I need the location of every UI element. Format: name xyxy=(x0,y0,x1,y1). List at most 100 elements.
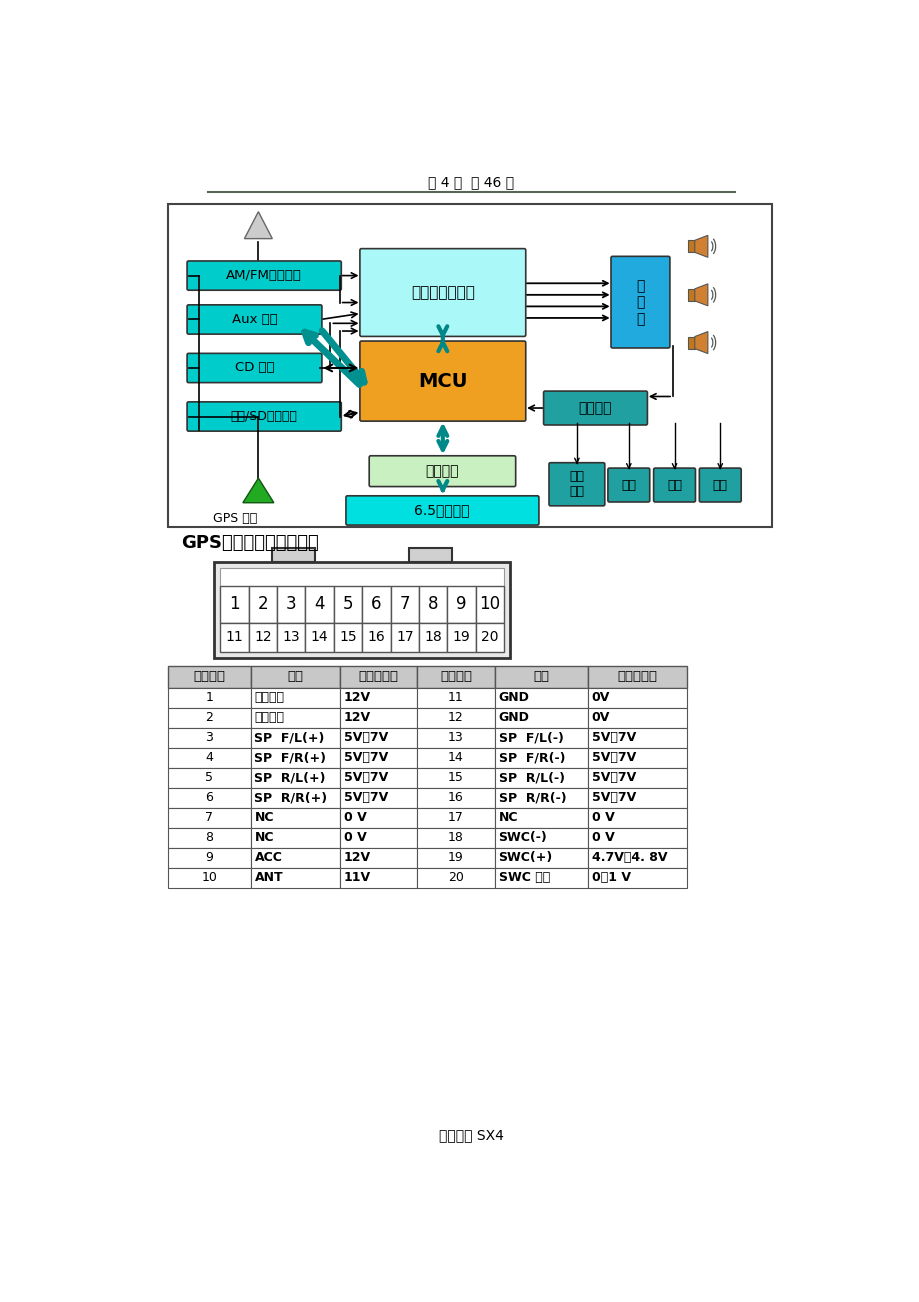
Text: 全新天语 SX4: 全新天语 SX4 xyxy=(438,1129,504,1143)
Text: SP  F/R(+): SP F/R(+) xyxy=(255,751,326,764)
Text: 15: 15 xyxy=(339,630,357,644)
Text: 16: 16 xyxy=(367,630,385,644)
Text: 17: 17 xyxy=(448,811,463,824)
Text: 5V～7V: 5V～7V xyxy=(344,732,388,743)
Bar xyxy=(447,622,475,652)
Bar xyxy=(339,788,417,807)
Text: 电源调整: 电源调整 xyxy=(578,401,611,415)
Text: 照明电源: 照明电源 xyxy=(255,711,284,724)
Bar xyxy=(250,768,339,788)
Text: 0V: 0V xyxy=(591,691,609,704)
Bar xyxy=(214,562,510,659)
FancyBboxPatch shape xyxy=(607,469,649,503)
Bar xyxy=(362,622,391,652)
Text: 2: 2 xyxy=(257,595,268,613)
Bar xyxy=(417,807,494,828)
Bar xyxy=(250,788,339,807)
Text: 14: 14 xyxy=(448,751,463,764)
Text: 11V: 11V xyxy=(344,871,370,884)
Bar xyxy=(339,807,417,828)
Bar xyxy=(417,788,494,807)
Bar xyxy=(167,788,250,807)
FancyBboxPatch shape xyxy=(652,469,695,503)
Bar xyxy=(687,241,694,253)
Bar xyxy=(494,747,587,768)
FancyBboxPatch shape xyxy=(698,469,741,503)
Text: 电池: 电池 xyxy=(712,479,727,492)
FancyBboxPatch shape xyxy=(187,305,322,335)
Bar xyxy=(250,807,339,828)
Bar xyxy=(221,586,248,622)
FancyBboxPatch shape xyxy=(369,456,516,487)
Text: 3: 3 xyxy=(286,595,296,613)
Bar xyxy=(167,707,250,728)
Text: 10: 10 xyxy=(201,871,217,884)
Bar xyxy=(587,768,686,788)
Bar xyxy=(339,867,417,888)
Bar xyxy=(334,622,362,652)
Text: 0V: 0V xyxy=(591,711,609,724)
Polygon shape xyxy=(244,212,272,238)
Text: ACC: ACC xyxy=(255,852,282,865)
Polygon shape xyxy=(694,332,707,354)
FancyBboxPatch shape xyxy=(346,496,539,525)
Polygon shape xyxy=(243,478,274,503)
Text: 3: 3 xyxy=(205,732,213,743)
Bar xyxy=(167,768,250,788)
Text: 端子号码: 端子号码 xyxy=(439,671,471,684)
Text: NC: NC xyxy=(498,811,517,824)
Bar xyxy=(494,848,587,867)
Bar xyxy=(167,807,250,828)
Bar xyxy=(250,667,339,687)
FancyBboxPatch shape xyxy=(187,260,341,290)
Text: 11: 11 xyxy=(225,630,244,644)
Text: 18: 18 xyxy=(424,630,441,644)
Bar xyxy=(334,586,362,622)
Bar xyxy=(494,828,587,848)
Text: SP  R/L(-): SP R/L(-) xyxy=(498,771,564,784)
Bar xyxy=(391,622,418,652)
Bar xyxy=(339,667,417,687)
Bar xyxy=(587,788,686,807)
Text: 8: 8 xyxy=(427,595,438,613)
Text: SWC 输出: SWC 输出 xyxy=(498,871,550,884)
Text: 5V～7V: 5V～7V xyxy=(344,792,388,805)
Text: 16: 16 xyxy=(448,792,463,805)
Text: 5V～7V: 5V～7V xyxy=(344,751,388,764)
Text: 6: 6 xyxy=(370,595,381,613)
Text: 12: 12 xyxy=(254,630,271,644)
Bar xyxy=(221,622,248,652)
Text: 6: 6 xyxy=(205,792,213,805)
Text: 线路: 线路 xyxy=(287,671,303,684)
Bar xyxy=(587,667,686,687)
FancyBboxPatch shape xyxy=(359,341,525,421)
Text: 0～1 V: 0～1 V xyxy=(591,871,630,884)
Bar xyxy=(339,728,417,747)
Text: 5V～7V: 5V～7V xyxy=(591,771,635,784)
Bar xyxy=(417,768,494,788)
Text: 顶灯电源: 顶灯电源 xyxy=(255,691,284,704)
Text: 附属
设备: 附属 设备 xyxy=(569,470,584,499)
Text: 15: 15 xyxy=(448,771,463,784)
Text: NC: NC xyxy=(255,811,274,824)
Text: 1: 1 xyxy=(205,691,213,704)
Text: 9: 9 xyxy=(456,595,466,613)
Bar xyxy=(587,807,686,828)
Bar xyxy=(339,707,417,728)
Text: 线路: 线路 xyxy=(533,671,549,684)
Bar xyxy=(494,728,587,747)
Bar xyxy=(418,586,447,622)
Text: 屏幕驱动: 屏幕驱动 xyxy=(425,465,459,478)
Bar xyxy=(417,828,494,848)
Bar xyxy=(417,687,494,707)
Text: 5V～7V: 5V～7V xyxy=(591,792,635,805)
Bar xyxy=(272,548,314,562)
Bar xyxy=(417,848,494,867)
Bar xyxy=(494,807,587,828)
Bar xyxy=(167,828,250,848)
Text: 8: 8 xyxy=(205,831,213,844)
Bar xyxy=(250,828,339,848)
Text: 照明: 照明 xyxy=(666,479,681,492)
Bar xyxy=(250,848,339,867)
Text: 6.5英寸屏幕: 6.5英寸屏幕 xyxy=(414,504,470,517)
